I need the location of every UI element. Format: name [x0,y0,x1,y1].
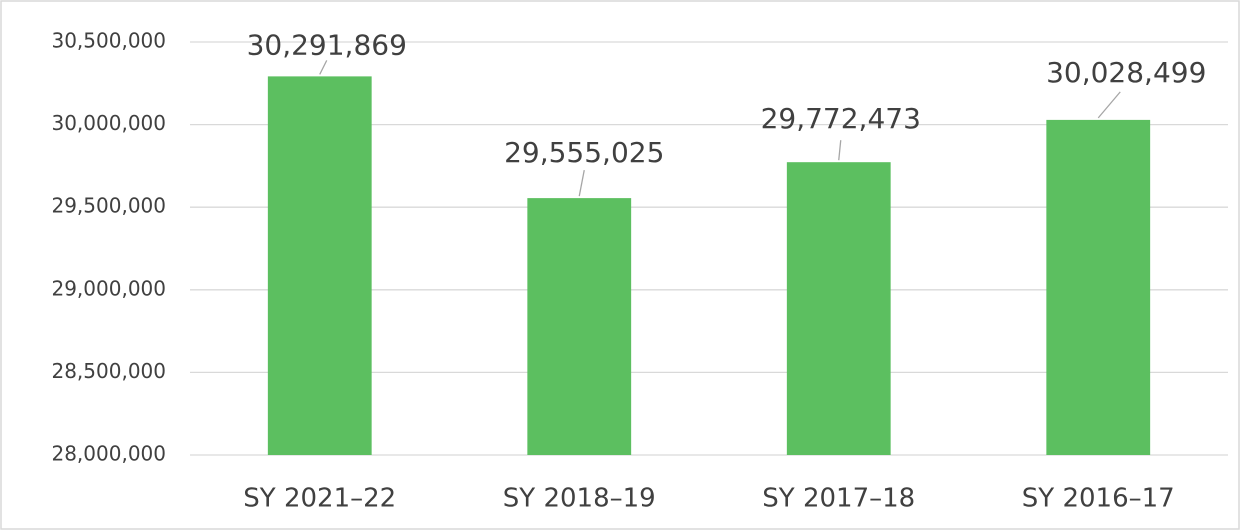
bar [1046,119,1151,455]
data-label: 30,291,869 [247,28,407,61]
y-tick-label: 28,000,000 [51,442,166,466]
bar [267,76,372,455]
y-tick-label: 30,500,000 [51,29,166,53]
x-tick-label: SY 2016–17 [1022,484,1175,514]
leader-line [838,140,842,161]
x-tick-label: SY 2021–22 [243,484,396,514]
y-tick-label: 28,500,000 [51,359,166,383]
leader-line [319,60,328,75]
y-tick-label: 29,000,000 [51,276,166,300]
bar [786,162,891,456]
data-label: 29,772,473 [761,102,921,135]
y-tick-label: 29,500,000 [51,194,166,218]
bar [527,198,632,455]
x-tick-label: SY 2017–18 [762,484,915,514]
leader-line [578,169,585,197]
data-label: 29,555,025 [504,136,664,169]
data-label: 30,028,499 [1046,56,1206,89]
x-tick-label: SY 2018–19 [503,484,656,514]
leader-line [1097,91,1121,119]
y-tick-label: 30,000,000 [51,111,166,135]
